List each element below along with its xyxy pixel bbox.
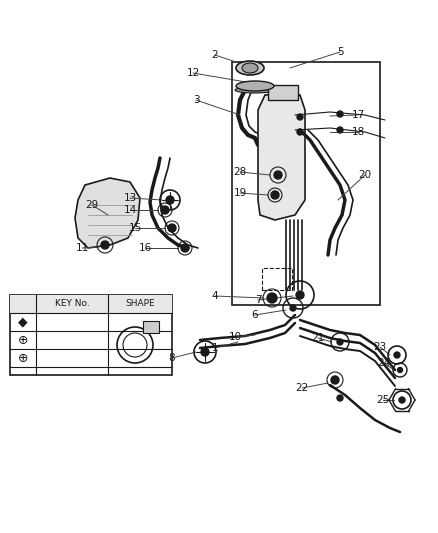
Text: 5: 5 bbox=[337, 47, 343, 57]
Text: 1: 1 bbox=[212, 343, 218, 353]
Text: ◆: ◆ bbox=[18, 316, 28, 328]
Text: 18: 18 bbox=[351, 127, 364, 137]
Circle shape bbox=[297, 114, 303, 120]
Text: 12: 12 bbox=[187, 68, 200, 78]
Text: 7: 7 bbox=[254, 295, 261, 305]
Text: 8: 8 bbox=[169, 353, 175, 363]
Text: 22: 22 bbox=[295, 383, 309, 393]
Bar bbox=[232, 62, 380, 305]
Text: 28: 28 bbox=[233, 167, 247, 177]
Bar bbox=[10, 295, 172, 375]
Text: 3: 3 bbox=[193, 95, 199, 105]
Circle shape bbox=[398, 367, 403, 373]
Circle shape bbox=[267, 293, 277, 303]
Circle shape bbox=[331, 376, 339, 384]
Bar bbox=[262, 268, 292, 290]
Text: 11: 11 bbox=[75, 243, 88, 253]
Circle shape bbox=[161, 206, 169, 214]
Text: 21: 21 bbox=[311, 333, 325, 343]
Text: 23: 23 bbox=[373, 342, 387, 352]
Circle shape bbox=[394, 352, 400, 358]
Text: SHAPE: SHAPE bbox=[125, 300, 155, 309]
Circle shape bbox=[101, 241, 109, 249]
Circle shape bbox=[168, 224, 176, 232]
Text: 16: 16 bbox=[138, 243, 152, 253]
Circle shape bbox=[337, 111, 343, 117]
Polygon shape bbox=[75, 178, 140, 248]
Text: 6: 6 bbox=[252, 310, 258, 320]
Circle shape bbox=[337, 395, 343, 401]
Circle shape bbox=[166, 196, 174, 204]
Text: 29: 29 bbox=[85, 200, 99, 210]
Circle shape bbox=[337, 339, 343, 345]
Ellipse shape bbox=[242, 63, 258, 73]
Bar bbox=[268, 85, 298, 100]
Circle shape bbox=[399, 397, 405, 403]
Text: 15: 15 bbox=[128, 223, 141, 233]
Text: 14: 14 bbox=[124, 205, 137, 215]
Ellipse shape bbox=[236, 81, 274, 91]
Circle shape bbox=[296, 291, 304, 299]
Text: 20: 20 bbox=[358, 170, 371, 180]
Text: 17: 17 bbox=[351, 110, 364, 120]
Circle shape bbox=[290, 305, 296, 311]
Circle shape bbox=[271, 191, 279, 199]
Text: ⊕: ⊕ bbox=[18, 334, 28, 346]
Polygon shape bbox=[258, 95, 305, 220]
Circle shape bbox=[297, 129, 303, 135]
Circle shape bbox=[201, 348, 209, 356]
Bar bbox=[10, 295, 172, 313]
Text: 2: 2 bbox=[212, 50, 218, 60]
Text: 4: 4 bbox=[212, 291, 218, 301]
Circle shape bbox=[181, 244, 189, 252]
Text: 25: 25 bbox=[376, 395, 390, 405]
Text: KEY No.: KEY No. bbox=[55, 300, 89, 309]
Ellipse shape bbox=[235, 87, 275, 93]
Text: ⊕: ⊕ bbox=[18, 351, 28, 365]
Circle shape bbox=[274, 171, 282, 179]
Text: 13: 13 bbox=[124, 193, 137, 203]
Circle shape bbox=[337, 127, 343, 133]
Text: 19: 19 bbox=[233, 188, 247, 198]
Ellipse shape bbox=[236, 61, 264, 75]
Text: 24: 24 bbox=[378, 358, 391, 368]
Bar bbox=[143, 321, 159, 333]
Text: 10: 10 bbox=[229, 332, 242, 342]
